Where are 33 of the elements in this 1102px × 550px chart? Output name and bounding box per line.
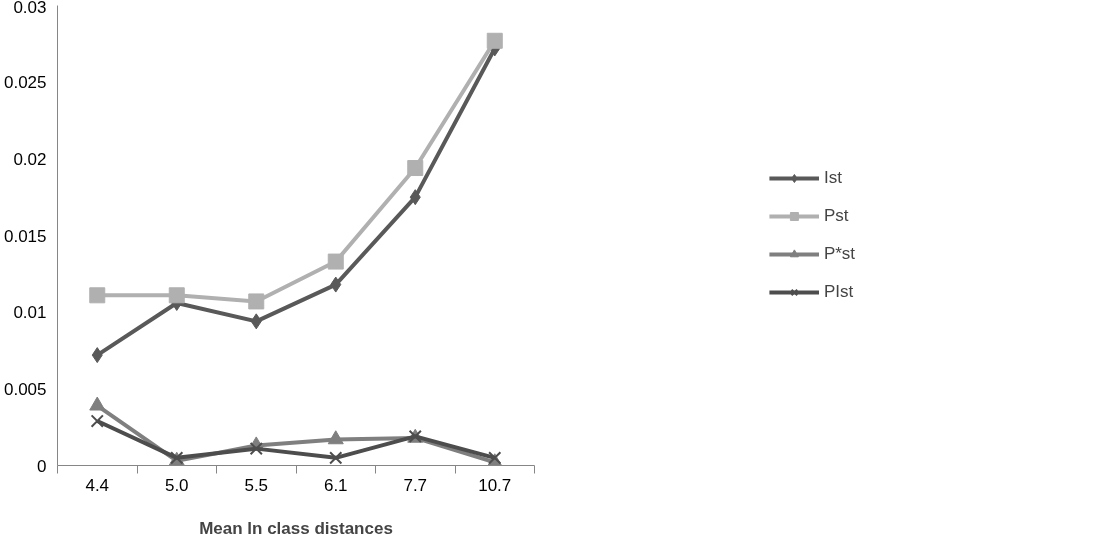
point — [89, 287, 106, 304]
point — [91, 347, 103, 364]
x-tick-label: 5.5 — [244, 475, 269, 495]
y-tick-label: 0.015 — [3, 226, 47, 246]
x-tick-label: 6.1 — [323, 475, 348, 495]
x-tick-label: 7.7 — [403, 475, 428, 495]
y-tick-label: 0 — [37, 456, 47, 476]
point — [250, 313, 262, 330]
legend-label: PIst — [823, 282, 854, 302]
point — [329, 451, 343, 465]
point — [89, 396, 106, 411]
x-tick-label: 10.7 — [478, 475, 512, 495]
y-tick-label: 0.01 — [13, 303, 47, 323]
x-axis-title: Mean ln class distances — [199, 518, 393, 538]
x-tick-label: 5.0 — [164, 475, 189, 495]
y-tick-label: 0.025 — [3, 73, 47, 93]
point — [327, 430, 344, 445]
point — [409, 189, 421, 206]
x-tick-label: 4.4 — [85, 475, 110, 495]
point — [486, 32, 503, 49]
y-tick-label: 0.005 — [3, 379, 47, 399]
point — [248, 293, 265, 310]
legend-label: Ist — [823, 168, 843, 188]
legend-label: P*st — [823, 244, 856, 264]
point — [249, 441, 263, 456]
point — [327, 253, 344, 270]
y-tick-label: 0.03 — [13, 0, 47, 17]
point — [90, 414, 104, 428]
point — [168, 287, 185, 304]
point — [330, 276, 342, 293]
point — [407, 160, 424, 177]
y-tick-label: 0.02 — [13, 149, 47, 169]
legend-label: Pst — [823, 206, 849, 226]
